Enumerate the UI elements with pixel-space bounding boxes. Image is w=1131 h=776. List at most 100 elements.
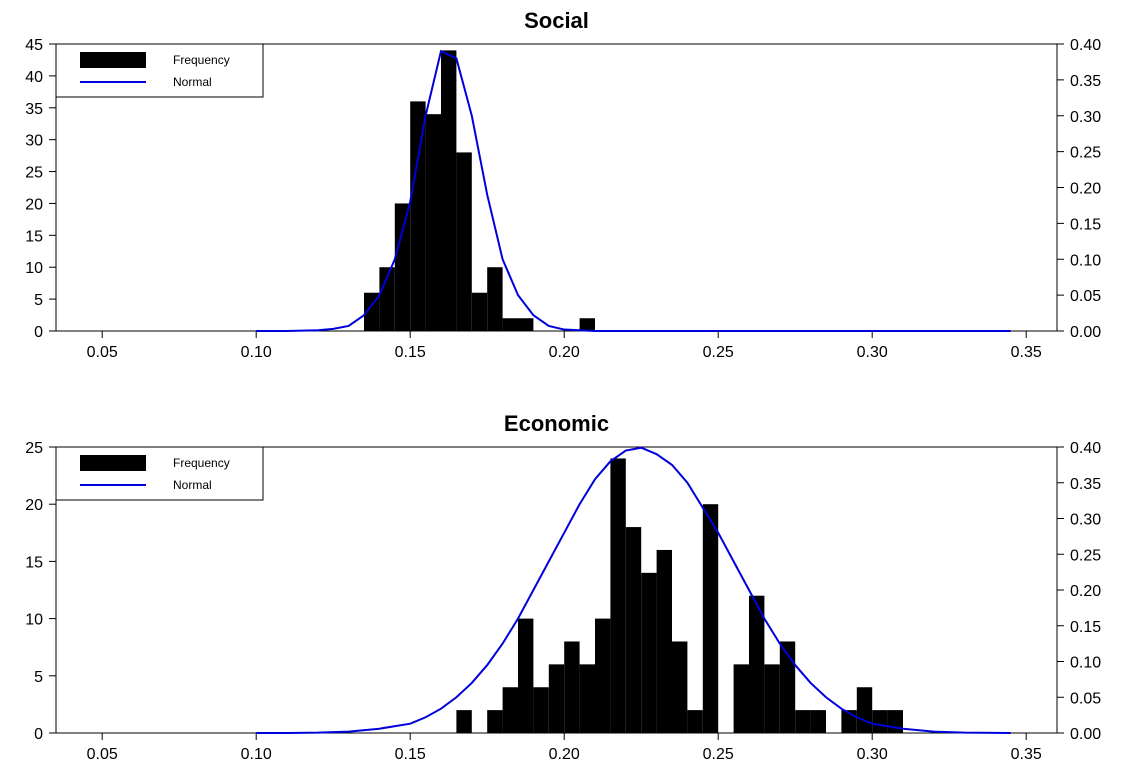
histogram-bar [641,572,657,733]
y-axis-left: 0 5 10 15 20 25 [25,440,56,743]
y2-tick-label: 0.10 [1070,655,1101,672]
y-tick-label: 0 [34,324,43,341]
legend-box [55,43,264,98]
x-tick-label: 0.15 [395,746,426,763]
y-tick-label: 5 [34,292,43,309]
histogram-bar [656,549,672,733]
x-tick-label: 0.10 [241,746,272,763]
y-tick-label: 10 [25,260,43,277]
histogram-bar [502,687,518,733]
x-tick-label: 0.25 [703,746,734,763]
histogram-bar [441,50,457,331]
y-tick-label: 30 [25,133,43,150]
y-axis-right: 0.00 0.05 0.10 0.15 0.20 0.25 0.30 0.35 0.40 [1057,37,1101,341]
x-axis: 0.05 0.10 0.15 0.20 0.25 0.30 0.35 [87,331,1042,361]
histogram-bars [364,50,595,332]
legend-label-frequency: Frequency [173,456,230,470]
legend-box [55,446,264,501]
economic-panel: Economic 0.05 0.10 0.15 0.20 0.25 0.30 0.35 0 5… [25,411,1101,763]
y2-tick-label: 0.15 [1070,216,1101,233]
y-tick-label: 20 [25,196,43,213]
histogram-bar [733,664,749,733]
social-panel: Social 0.05 0.10 0.15 0.20 0.25 0.30 0.35 0 5 10… [25,8,1101,361]
histogram-bars [456,458,903,733]
histogram-bar [579,664,595,733]
y-axis-right: 0.00 0.05 0.10 0.15 0.20 0.25 0.30 0.35 0.40 [1057,440,1101,743]
histogram-bar [518,318,534,331]
histogram-bar [364,292,380,331]
y-axis-left: 0 5 10 15 20 25 30 35 40 45 [25,37,56,341]
x-tick-label: 0.35 [1011,746,1042,763]
y-tick-label: 40 [25,69,43,86]
y-tick-label: 25 [25,165,43,182]
histogram-bar [749,595,765,733]
y2-tick-label: 0.20 [1070,181,1101,198]
y2-tick-label: 0.15 [1070,619,1101,636]
y-tick-label: 45 [25,37,43,54]
histogram-bar [394,203,411,331]
y2-tick-label: 0.05 [1070,288,1101,305]
histogram-bar [533,687,549,733]
y-tick-label: 0 [34,726,43,743]
normal-curve [256,446,1011,734]
y2-tick-label: 0.30 [1070,512,1101,529]
histogram-bar [779,641,796,733]
chart-title: Social [524,8,589,33]
y2-tick-label: 0.35 [1070,476,1101,493]
histogram-bar [810,710,826,733]
histogram-bar [872,710,888,733]
histogram-bar [672,641,688,733]
y2-tick-label: 0.05 [1070,690,1101,707]
y-tick-label: 15 [25,554,43,571]
histogram-bar [887,710,903,733]
histogram-bar [487,267,503,331]
histogram-bar [564,641,580,733]
histogram-bar [764,664,780,733]
histogram-bar [471,292,488,331]
x-tick-label: 0.30 [857,344,888,361]
y2-tick-label: 0.40 [1070,37,1101,54]
histogram-bar [702,504,719,733]
histogram-bar [579,318,595,331]
histogram-bar [518,618,534,733]
y-tick-label: 10 [25,612,43,629]
chart-title: Economic [504,411,609,436]
histogram-bar [410,101,426,332]
histogram-bar [456,152,472,331]
histogram-bar [548,664,565,733]
x-tick-label: 0.20 [549,746,580,763]
histogram-bar [456,710,472,733]
x-tick-label: 0.10 [241,344,272,361]
histogram-bar [856,687,873,733]
y-tick-label: 25 [25,440,43,457]
y2-tick-label: 0.25 [1070,145,1101,162]
x-tick-label: 0.05 [87,344,118,361]
histogram-bar [625,527,642,733]
y-tick-label: 5 [34,669,43,686]
histogram-bar [379,267,395,331]
histogram-bar [795,710,811,733]
y2-tick-label: 0.20 [1070,583,1101,600]
x-tick-label: 0.20 [549,344,580,361]
y2-tick-label: 0.35 [1070,73,1101,90]
x-tick-label: 0.25 [703,344,734,361]
y2-tick-label: 0.25 [1070,547,1101,564]
normal-curve [256,49,1011,332]
y-tick-label: 35 [25,101,43,118]
legend: Frequency Normal [55,43,264,98]
y2-tick-label: 0.30 [1070,109,1101,126]
x-tick-label: 0.05 [87,746,118,763]
y2-tick-label: 0.00 [1070,726,1101,743]
histogram-bar [595,618,611,733]
y2-tick-label: 0.00 [1070,324,1101,341]
legend-label-frequency: Frequency [173,53,230,67]
x-tick-label: 0.15 [395,344,426,361]
y-tick-label: 15 [25,228,43,245]
x-tick-label: 0.35 [1011,344,1042,361]
y-tick-label: 20 [25,497,43,514]
legend: Frequency Normal [55,446,264,501]
x-tick-label: 0.30 [857,746,888,763]
histogram-bar [610,458,626,733]
histogram-bar [487,710,503,733]
histogram-bar [687,710,703,733]
